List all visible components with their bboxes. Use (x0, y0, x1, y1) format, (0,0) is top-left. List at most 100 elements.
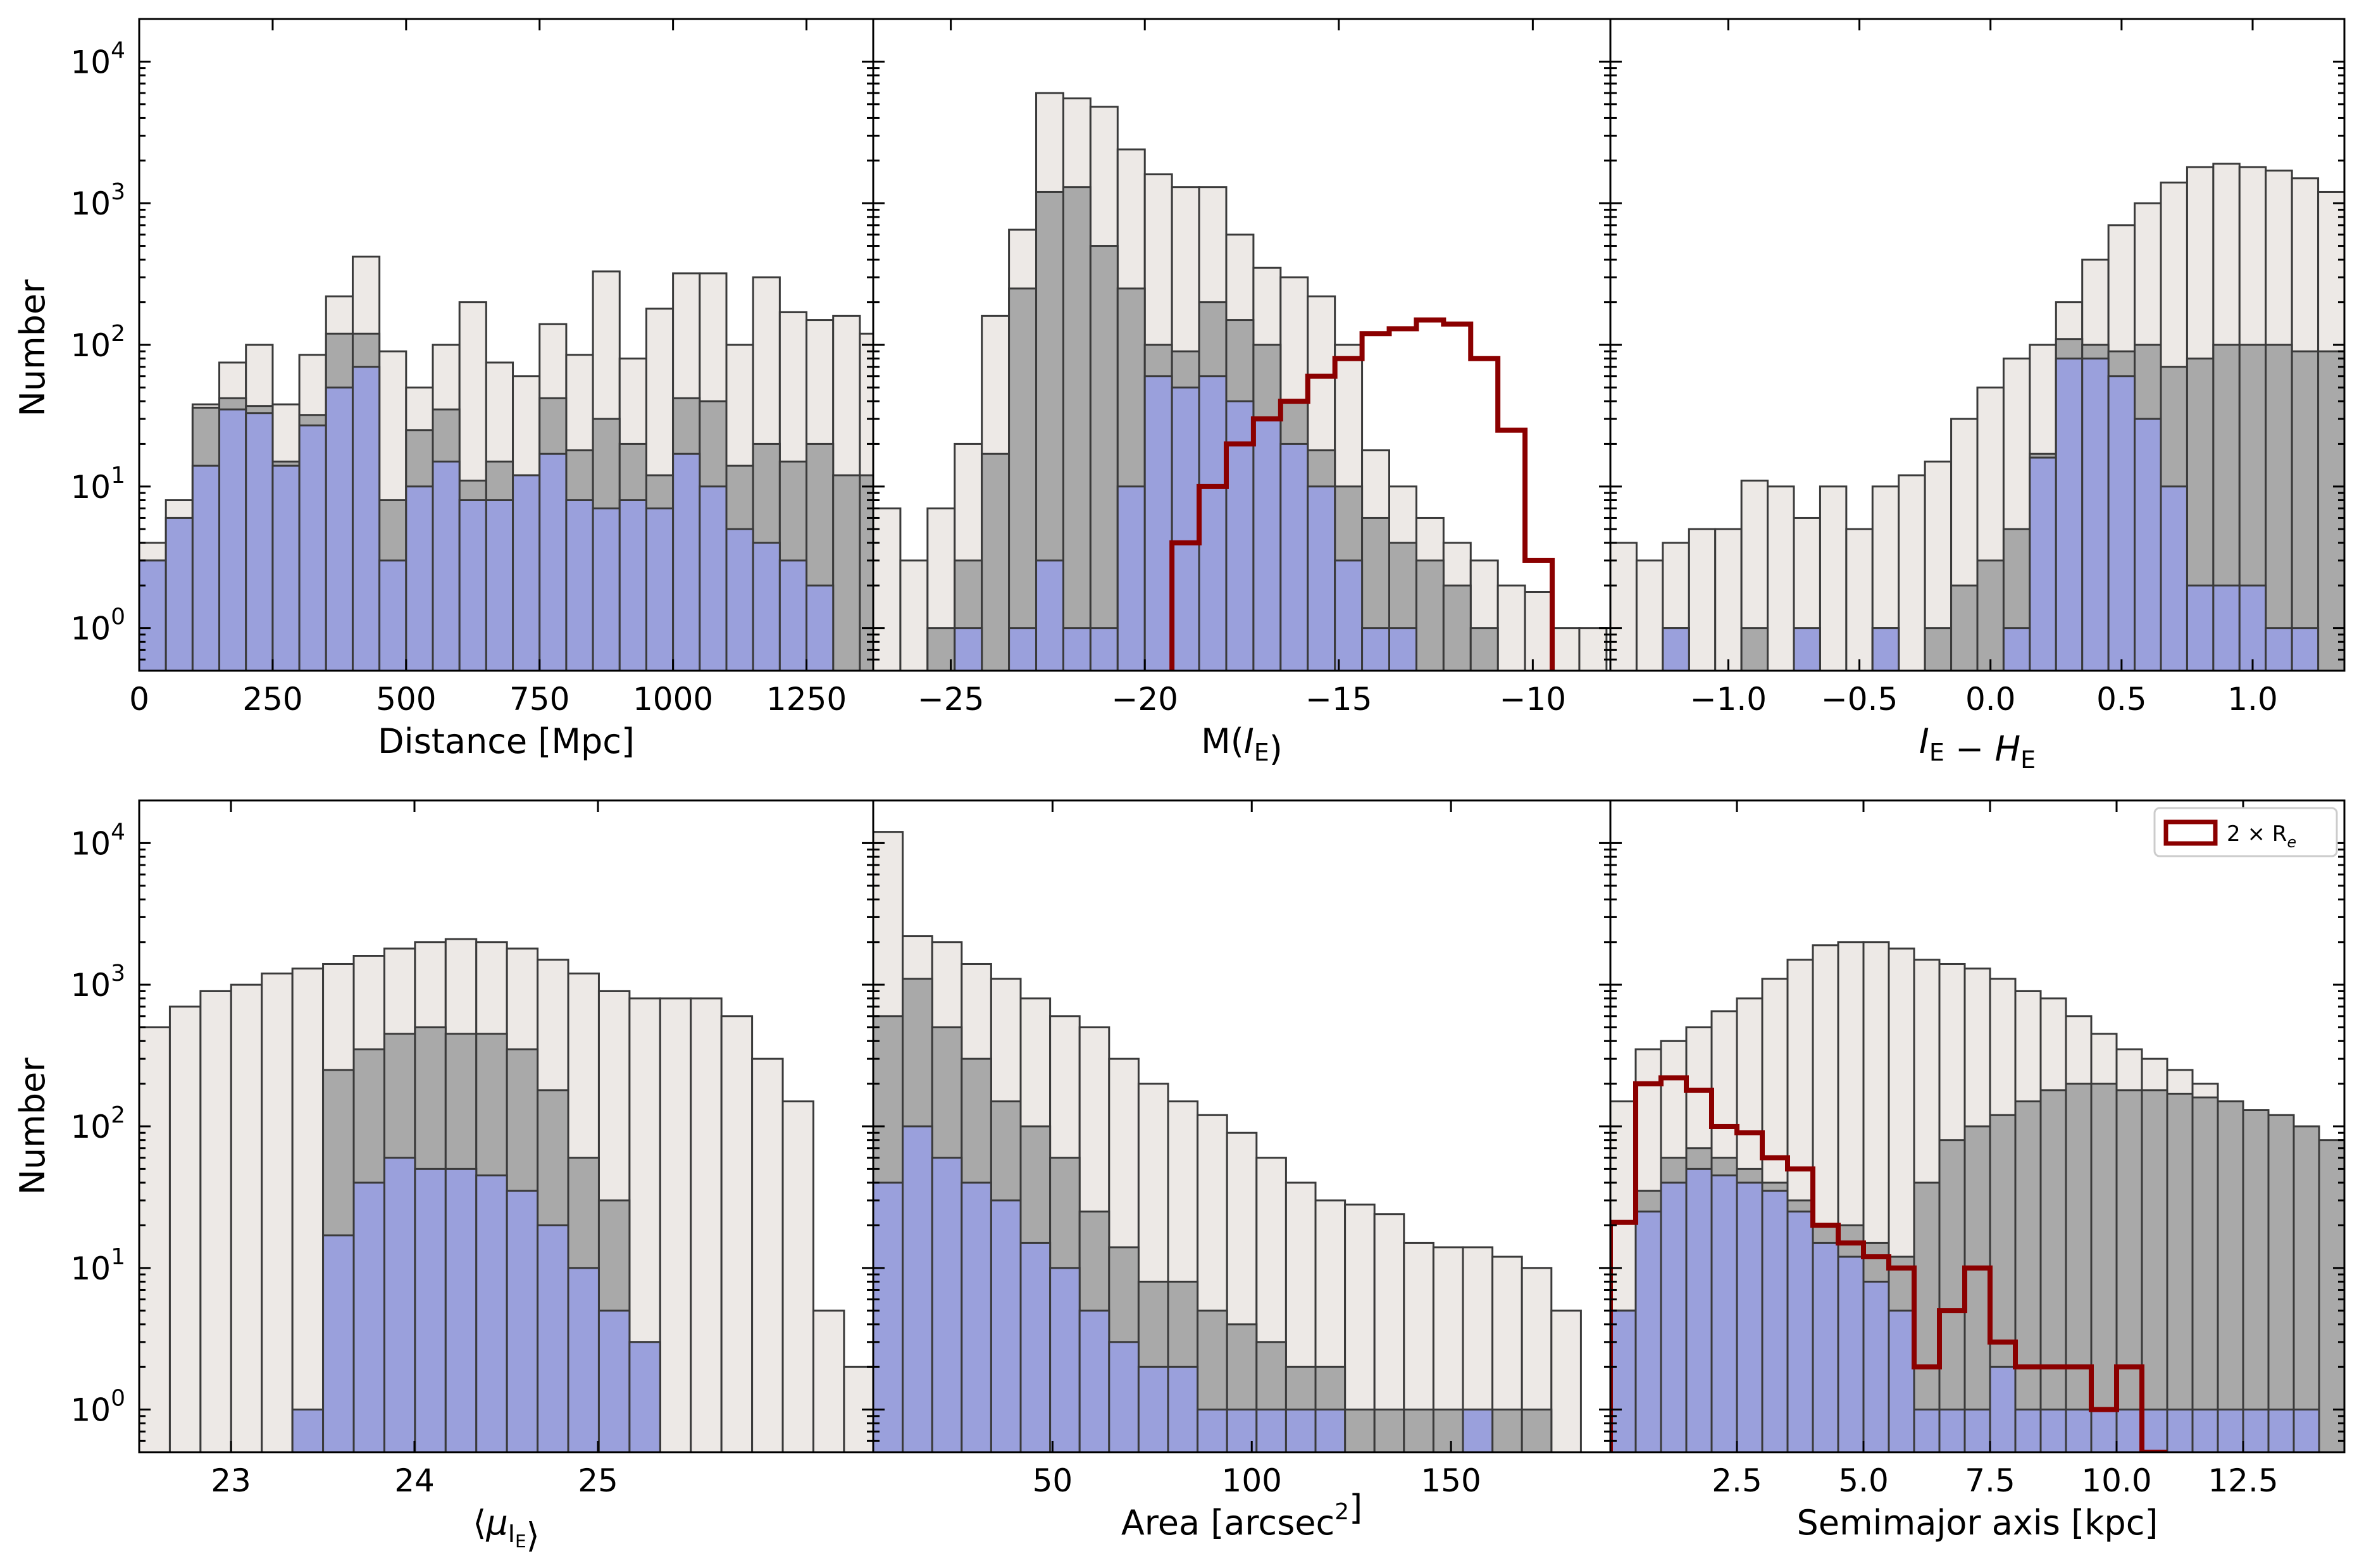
blue-bar (2160, 485, 2188, 671)
blue-bar (1786, 1210, 1814, 1452)
blue-bar (1143, 375, 1173, 671)
mid-bar (1432, 1409, 1464, 1452)
blue-bar (2029, 456, 2057, 671)
blue-bar (873, 1181, 904, 1452)
blue-bar (1314, 1409, 1347, 1452)
all-bar (199, 990, 232, 1452)
blue-bar (990, 1199, 1022, 1452)
x-tick-label: 2.5 (1712, 1462, 1762, 1499)
blue-bar (1334, 559, 1364, 671)
all-bar (1845, 528, 1874, 671)
blue-bar (2055, 358, 2084, 671)
mid-bar (1415, 559, 1445, 671)
blue-bar (961, 1181, 992, 1452)
blue-bar (165, 516, 194, 671)
mid-bar (2265, 344, 2293, 671)
blue-bar (1710, 1174, 1738, 1452)
blue-bar (1685, 1167, 1713, 1452)
mid-bar (1403, 1409, 1434, 1452)
blue-bar (2186, 584, 2215, 671)
bars-bottom-middle (873, 831, 1582, 1452)
blue-bar (322, 1234, 355, 1452)
blue-bar (458, 499, 487, 671)
x-tick-label: 0.5 (2096, 681, 2147, 718)
mid-bar (1344, 1409, 1376, 1452)
all-bar (1635, 559, 1664, 671)
x-axis-label: Distance [Mpc] (378, 721, 635, 761)
blue-bar (2191, 1409, 2219, 1452)
all-bar (139, 1026, 171, 1452)
blue-bar (1736, 1181, 1764, 1452)
ticks-top-left: 100 101 102 103 104 0 250 500 750 1000 1250 (70, 18, 873, 718)
x-tick-label: 50 (1033, 1462, 1073, 1499)
blue-bar (778, 559, 808, 671)
mid-bar (2166, 1092, 2194, 1452)
mid-bar (1950, 584, 1979, 671)
blue-bar (752, 542, 781, 671)
blue-bar (806, 584, 835, 671)
x-tick-label: 10.0 (2081, 1462, 2151, 1499)
blue-bar (1078, 1309, 1110, 1452)
blue-bar (1837, 1255, 1865, 1452)
blue-bar (902, 1125, 933, 1452)
bars-bottom-left (139, 938, 873, 1452)
mid-bar (2141, 1089, 2168, 1452)
blue-bar (1938, 1409, 1966, 1452)
blue-bar (618, 499, 647, 671)
all-bar (291, 968, 325, 1452)
blue-bar (475, 1174, 508, 1452)
blue-bar (2065, 1409, 2093, 1452)
blue-bar (444, 1167, 478, 1452)
blue-bar (1035, 559, 1064, 671)
x-tick-label: −1.0 (1690, 681, 1767, 718)
y-tick-label: 103 (70, 961, 125, 1004)
y-tick-label: 104 (70, 819, 125, 862)
blue-bar (506, 1190, 539, 1452)
x-tick-label: 0 (129, 681, 149, 718)
blue-bar (512, 474, 541, 671)
blue-bar (592, 507, 621, 671)
blue-bar (628, 1341, 661, 1452)
blue-bar (1008, 627, 1038, 671)
all-bar (1524, 590, 1553, 671)
blue-bar (352, 1181, 385, 1452)
mid-bar (1521, 1409, 1553, 1452)
all-bar (1610, 542, 1638, 671)
blue-bar (597, 1309, 631, 1452)
all-bar (1578, 627, 1608, 671)
blue-bar (2002, 627, 2031, 671)
all-bar (230, 983, 263, 1452)
x-tick-label: −0.5 (1821, 681, 1898, 718)
blue-bar (271, 464, 301, 671)
blue-bar (2039, 1409, 2067, 1452)
mid-bar (2317, 350, 2344, 671)
mid-bar (1373, 1409, 1405, 1452)
bars-top-right (1610, 163, 2344, 671)
blue-bar (1963, 1409, 1991, 1452)
panel-top-right: −1.0 −0.5 0.0 0.5 1.0 IE − HE (1609, 18, 2346, 774)
blue-bar (931, 1157, 963, 1452)
all-bar (1714, 528, 1743, 671)
ticks-top-right: −1.0 −0.5 0.0 0.5 1.0 (1610, 18, 2344, 718)
blue-bar (954, 627, 983, 671)
mid-bar (2090, 1083, 2118, 1452)
blue-bar (1761, 1190, 1789, 1452)
x-tick-label: 0.0 (1965, 681, 2016, 718)
x-tick-label: 1250 (766, 681, 847, 718)
all-bar (899, 559, 929, 671)
x-tick-label: 1000 (633, 681, 713, 718)
blue-bar (2265, 627, 2293, 671)
blue-bar (2238, 584, 2267, 671)
all-bar (1551, 627, 1581, 671)
x-tick-label: 750 (509, 681, 569, 718)
mid-bar (2267, 1114, 2295, 1452)
blue-bar (1171, 386, 1200, 671)
ticks-top-middle: −25 −20 −15 −10 (873, 18, 1610, 718)
blue-bar (2081, 358, 2110, 671)
blue-bar (414, 1167, 447, 1452)
blue-bar (1793, 627, 1821, 671)
blue-bar (1197, 1409, 1228, 1452)
y-tick-label: 101 (70, 463, 125, 506)
mid-bar (1089, 245, 1119, 671)
